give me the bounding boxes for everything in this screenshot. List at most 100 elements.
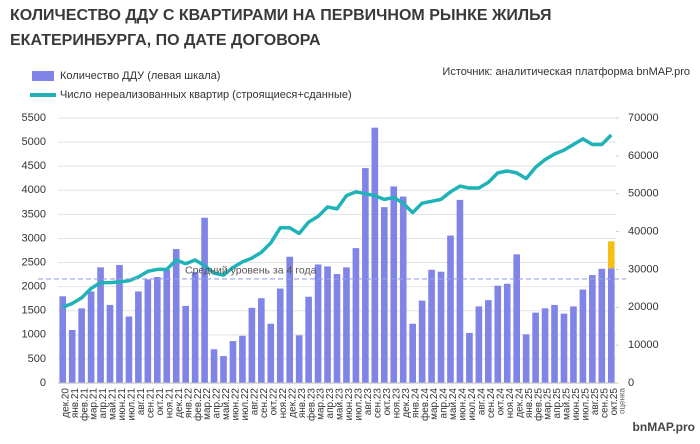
- bar: [87, 291, 95, 383]
- bar: [295, 335, 303, 383]
- x-tick-label: мар.25: [543, 388, 554, 420]
- bar: [153, 277, 161, 383]
- x-tick-label: июл.23: [354, 388, 365, 421]
- x-tick-label: июн.21: [117, 388, 128, 421]
- x-tick-label: июн.22: [231, 388, 242, 421]
- bar: [551, 304, 558, 383]
- chart-title: ЕКАТЕРИНБУРГА, ПО ДАТЕ ДОГОВОРА: [10, 32, 321, 49]
- bar: [324, 266, 331, 383]
- bar: [106, 304, 114, 383]
- x-tick-label: дек.22: [287, 388, 298, 418]
- x-tick-label: ноя.24: [505, 388, 516, 419]
- x-tick-label: сен.22: [259, 388, 270, 418]
- bar: [286, 256, 294, 383]
- bar: [570, 306, 577, 383]
- bar: [607, 241, 615, 269]
- bar: [267, 323, 275, 383]
- x-tick-label: апр.25: [552, 388, 563, 419]
- x-tick-label: янв.24: [410, 388, 421, 419]
- x-tick-label: апр.21: [98, 388, 109, 419]
- bar: [229, 341, 237, 383]
- x-tick-label: июл.24: [467, 388, 478, 421]
- bar: [362, 168, 369, 383]
- bar: [248, 307, 256, 383]
- x-tick-label: фев.23: [305, 388, 317, 421]
- bar: [258, 298, 265, 383]
- bar: [579, 289, 587, 383]
- bar: [428, 269, 435, 383]
- x-tick-label: авг.24: [477, 388, 488, 416]
- x-tick-label: сен.23: [372, 388, 383, 418]
- chart-title: КОЛИЧЕСТВО ДДУ С КВАРТИРАМИ НА ПЕРВИЧНОМ…: [10, 7, 552, 24]
- x-tick-label: сен.24: [486, 388, 497, 418]
- x-tick-label: дек.24: [514, 388, 525, 418]
- y-tick-label: 3000: [22, 232, 46, 244]
- bar: [456, 199, 464, 383]
- y2-tick-label: 60000: [628, 150, 659, 162]
- bar: [191, 272, 199, 383]
- y-tick-label: 500: [28, 353, 46, 365]
- x-tick-label: дек.20: [60, 388, 71, 418]
- x-tick-label: дек.21: [174, 388, 185, 418]
- y-tick-label: 2000: [22, 281, 46, 293]
- y2-tick-label: 50000: [628, 188, 659, 200]
- x-tick-label: фев.25: [532, 388, 544, 421]
- x-tick-label: июн.23: [344, 388, 355, 421]
- bar: [589, 275, 596, 383]
- x-tick-label: окт.23: [382, 388, 393, 416]
- x-tick-label: окт.24: [495, 388, 506, 416]
- bar: [172, 249, 180, 383]
- bar: [560, 313, 568, 383]
- x-tick-label: ноя.22: [278, 388, 289, 419]
- bar: [522, 334, 530, 383]
- y-tick-label: 4500: [22, 160, 46, 172]
- x-tick-label: сен.25: [599, 388, 610, 418]
- x-tick-label: авг.21: [136, 388, 147, 416]
- bar: [343, 267, 350, 383]
- bar: [371, 127, 379, 384]
- x-tick-label: авг.23: [363, 388, 374, 416]
- bar: [418, 300, 426, 383]
- y2-tick-label: 30000: [628, 263, 659, 275]
- bar: [78, 308, 85, 383]
- y2-tick-label: 40000: [628, 225, 659, 237]
- bar: [541, 308, 549, 383]
- y2-tick-label: 0: [628, 377, 634, 389]
- x-tick-label: авг.25: [590, 388, 601, 416]
- x-tick-label: ноя.23: [391, 388, 402, 419]
- x-tick-label: янв.21: [70, 388, 81, 419]
- bar: [201, 217, 208, 383]
- x-tick-label: фев.24: [419, 388, 431, 421]
- bar: [144, 279, 152, 383]
- x-tick-label: фев.22: [192, 388, 204, 421]
- bar: [97, 267, 104, 383]
- y-tick-label: 5500: [22, 112, 46, 124]
- line: [62, 133, 613, 309]
- y-tick-label: 5000: [22, 136, 46, 148]
- x-tick-label: май.23: [335, 388, 346, 420]
- bar: [409, 323, 416, 383]
- y-tick-label: 2500: [22, 256, 46, 268]
- bar: [125, 316, 133, 383]
- x-tick-label: янв.25: [524, 388, 535, 419]
- x-tick-label: апр.23: [325, 388, 336, 419]
- logo: bnMAP.pro: [633, 420, 695, 434]
- y-tick-label: 1000: [22, 329, 46, 341]
- bar: [494, 285, 502, 383]
- x-tick-label: янв.23: [297, 388, 308, 419]
- bar: [503, 283, 511, 383]
- bar: [116, 264, 123, 383]
- bar: [135, 291, 142, 383]
- bar: [447, 235, 454, 383]
- bar: [314, 264, 322, 383]
- x-tick-label: июл.25: [581, 388, 592, 421]
- bar: [68, 330, 76, 383]
- x-tick-label: май.22: [221, 388, 232, 420]
- bar: [59, 296, 67, 383]
- x-tick-label: мар.23: [316, 388, 327, 420]
- y-tick-label: 1500: [22, 305, 46, 317]
- legend-swatch: [32, 71, 54, 81]
- y-tick-label: 0: [40, 377, 46, 389]
- x-tick-label: окт.21: [155, 388, 166, 416]
- bar: [475, 306, 483, 383]
